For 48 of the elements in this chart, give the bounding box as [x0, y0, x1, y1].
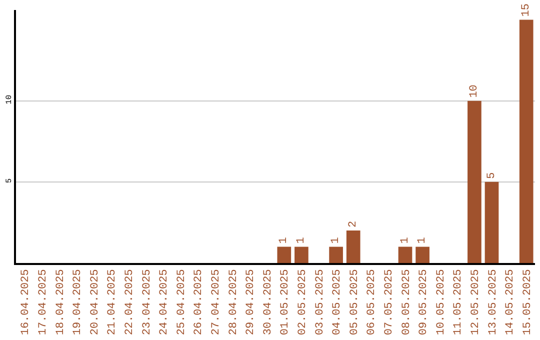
bar [277, 246, 292, 263]
x-tick-label: 22.04.2025 [124, 269, 136, 336]
x-tick-label: 13.05.2025 [487, 269, 500, 336]
bar [398, 246, 412, 263]
x-tick-label: 02.05.2025 [297, 269, 310, 336]
data-label: 1 [399, 236, 412, 244]
data-label: 1 [278, 236, 290, 244]
x-tick-label: 23.04.2025 [141, 269, 154, 336]
x-tick-label: 09.05.2025 [418, 269, 430, 336]
x-tick-label: 19.04.2025 [72, 269, 84, 336]
x-tick-label: 25.04.2025 [176, 269, 188, 336]
x-tick-label: 01.05.2025 [280, 269, 292, 336]
bar [484, 182, 499, 263]
x-tick-label: 20.04.2025 [89, 269, 102, 336]
bar [468, 100, 482, 263]
x-tick-label: 08.05.2025 [400, 269, 413, 336]
x-tick-label: 27.04.2025 [210, 269, 223, 336]
x-tick-label: 29.04.2025 [245, 269, 258, 336]
data-label: 15 [520, 4, 532, 17]
bar [329, 246, 343, 263]
x-tick-label: 14.05.2025 [504, 269, 517, 336]
x-tick-label: 03.05.2025 [314, 269, 326, 336]
data-label: 1 [295, 236, 308, 244]
x-tick-label: 26.04.2025 [193, 269, 206, 336]
x-tick-label: 24.04.2025 [158, 269, 171, 336]
x-tick-label: 17.04.2025 [38, 269, 50, 336]
data-label: 1 [330, 236, 342, 244]
data-label: 1 [416, 236, 429, 244]
x-tick-label: 30.04.2025 [262, 269, 274, 336]
x-tick-label: 07.05.2025 [384, 269, 396, 336]
x-tick-label: 04.05.2025 [332, 269, 344, 336]
bar [519, 20, 534, 263]
x-tick-label: 10.05.2025 [435, 269, 448, 336]
x-tick-label: 06.05.2025 [366, 269, 378, 336]
data-label: 10 [468, 84, 480, 98]
bar [416, 246, 430, 263]
x-tick-label: 05.05.2025 [348, 269, 361, 336]
bar [294, 246, 308, 263]
x-tick-label: 15.05.2025 [522, 269, 534, 336]
data-label: 5 [486, 172, 498, 179]
x-tick-label: 12.05.2025 [470, 269, 482, 336]
data-label: 2 [347, 220, 360, 228]
x-tick-label: 18.04.2025 [54, 269, 67, 336]
bar [346, 230, 360, 263]
x-tick-label: 21.04.2025 [106, 269, 119, 336]
x-tick-label: 16.04.2025 [20, 269, 32, 336]
x-tick-label: 11.05.2025 [452, 269, 465, 336]
x-tick-label: 28.04.2025 [228, 269, 240, 336]
